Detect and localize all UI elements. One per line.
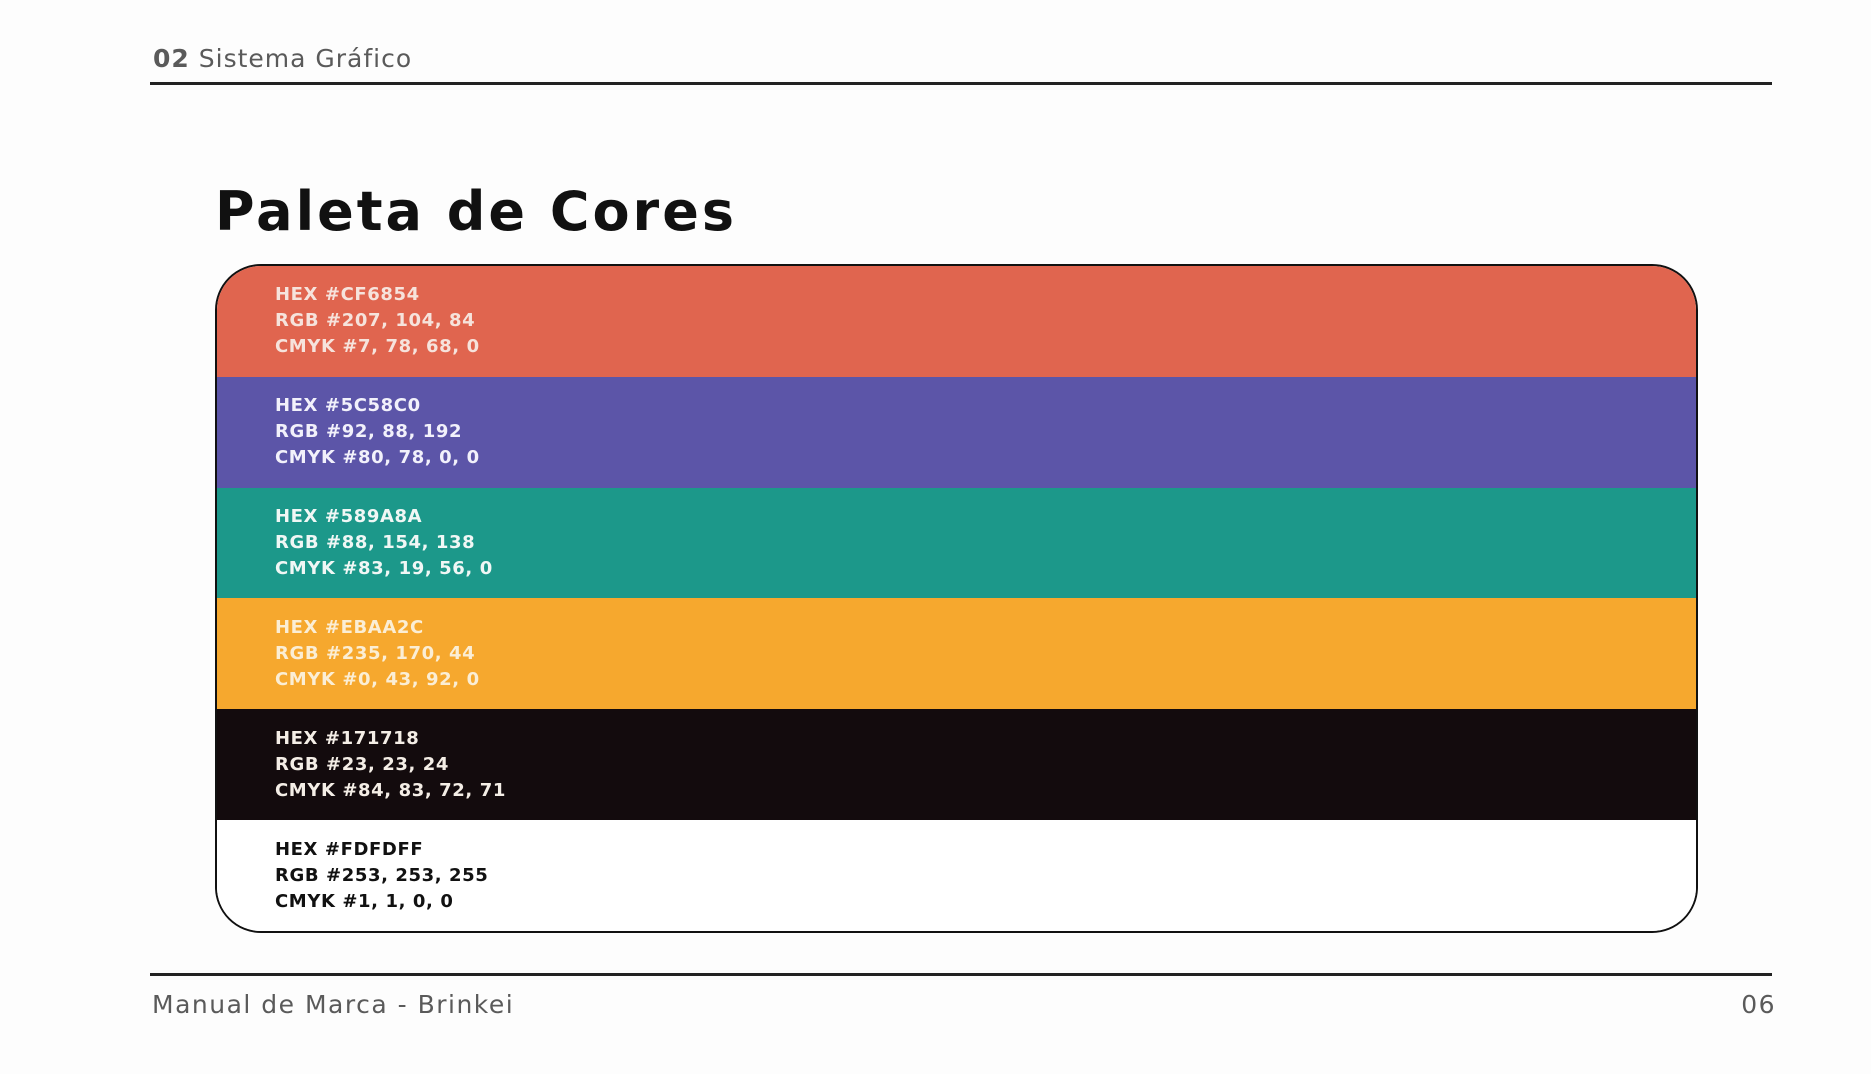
swatch-black: HEX #171718 RGB #23, 23, 24 CMYK #84, 83… — [217, 709, 1696, 821]
section-header: 02 Sistema Gráfico — [153, 44, 412, 73]
swatch-cmyk: CMYK #84, 83, 72, 71 — [275, 779, 506, 801]
section-number: 02 — [153, 44, 190, 73]
swatch-purple: HEX #5C58C0 RGB #92, 88, 192 CMYK #80, 7… — [217, 376, 1696, 488]
swatch-orange: HEX #EBAA2C RGB #235, 170, 44 CMYK #0, 4… — [217, 598, 1696, 710]
swatch-red: HEX #CF6854 RGB #207, 104, 84 CMYK #7, 7… — [217, 266, 1696, 377]
swatch-white: HEX #FDFDFF RGB #253, 253, 255 CMYK #1, … — [217, 820, 1696, 931]
footer-document-title: Manual de Marca - Brinkei — [152, 990, 515, 1019]
header-divider — [150, 82, 1772, 85]
swatch-rgb: RGB #23, 23, 24 — [275, 753, 450, 775]
swatch-rgb: RGB #235, 170, 44 — [275, 642, 476, 664]
swatch-rgb: RGB #92, 88, 192 — [275, 421, 463, 443]
color-palette: HEX #CF6854 RGB #207, 104, 84 CMYK #7, 7… — [215, 264, 1698, 933]
swatch-cmyk: CMYK #83, 19, 56, 0 — [275, 558, 493, 580]
swatch-hex: HEX #589A8A — [275, 506, 423, 528]
swatch-hex: HEX #EBAA2C — [275, 616, 424, 638]
swatch-cmyk: CMYK #80, 78, 0, 0 — [275, 447, 480, 469]
swatch-cmyk: CMYK #1, 1, 0, 0 — [275, 890, 454, 912]
swatch-rgb: RGB #88, 154, 138 — [275, 532, 476, 554]
swatch-rgb: RGB #253, 253, 255 — [275, 864, 489, 886]
swatch-cmyk: CMYK #7, 78, 68, 0 — [275, 336, 480, 358]
swatch-hex: HEX #171718 — [275, 727, 420, 749]
page-number: 06 — [1741, 990, 1776, 1019]
swatch-cmyk: CMYK #0, 43, 92, 0 — [275, 668, 480, 690]
page-title: Paleta de Cores — [215, 180, 737, 243]
swatch-rgb: RGB #207, 104, 84 — [275, 310, 476, 332]
swatch-hex: HEX #5C58C0 — [275, 395, 421, 417]
footer-divider — [150, 973, 1772, 976]
swatch-hex: HEX #CF6854 — [275, 284, 420, 306]
section-title: Sistema Gráfico — [198, 44, 413, 73]
swatch-teal: HEX #589A8A RGB #88, 154, 138 CMYK #83, … — [217, 487, 1696, 599]
swatch-hex: HEX #FDFDFF — [275, 838, 424, 860]
